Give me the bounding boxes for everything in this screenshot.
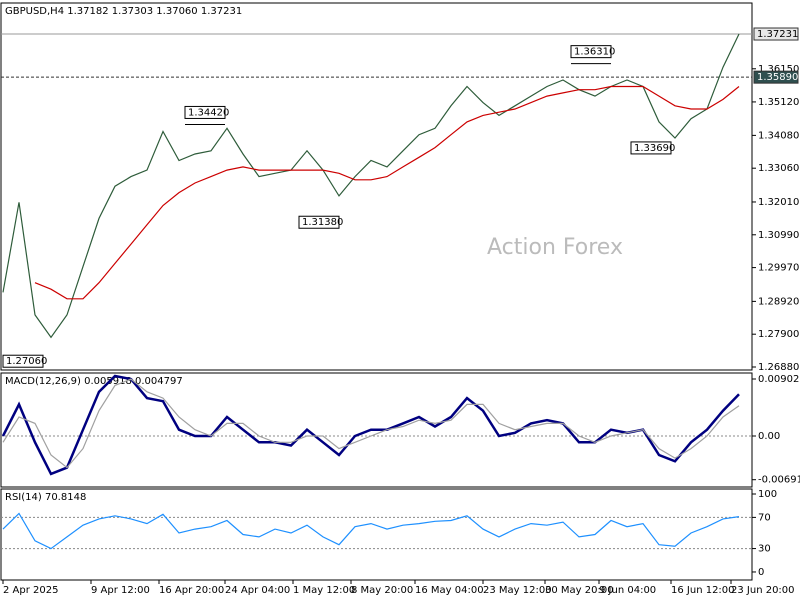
- price-box: [753, 70, 799, 84]
- price-box-label: 1.35890: [757, 72, 798, 83]
- panel-title: MACD(12,26,9) 0.005918 0.004797: [5, 376, 183, 387]
- x-tick-label: 16 Jun 12:00: [671, 585, 735, 596]
- annotation-box: [570, 45, 612, 59]
- x-tick-label: 16 Apr 20:00: [159, 585, 224, 596]
- x-tick-label: 9 Jun 04:00: [599, 585, 656, 596]
- series-line: [1, 374, 740, 476]
- x-tick-label: 23 May 12:00: [483, 585, 552, 596]
- y-tick-label: 1.27900: [758, 329, 799, 340]
- annotation-label: 1.33690: [634, 143, 675, 154]
- price-box-label: 1.37231: [757, 29, 798, 40]
- annotation-box: [184, 105, 226, 119]
- annotation-label: 1.31380: [302, 217, 343, 228]
- annotation-box: [630, 141, 672, 155]
- x-tick-label: 8 May 20:00: [351, 585, 413, 596]
- x-tick-label: 24 Apr 04:00: [225, 585, 290, 596]
- x-tick-label: 1 May 12:00: [293, 585, 355, 596]
- series-line: [2, 378, 740, 469]
- y-tick-label: 70: [758, 512, 771, 523]
- annotation-label: 1.36310: [574, 47, 615, 58]
- annotation-box: [2, 354, 44, 368]
- x-tick-label: 16 May 04:00: [415, 585, 484, 596]
- y-tick-label: 1.33060: [758, 163, 799, 174]
- y-tick-label: 0.00: [758, 431, 780, 442]
- rsi-panel: [0, 488, 753, 581]
- price-box: [753, 27, 799, 41]
- y-tick-label: 1.35120: [758, 97, 799, 108]
- price-panel: [0, 2, 753, 371]
- series-line: [2, 33, 740, 339]
- panel-title: RSI(14) 70.8148: [5, 492, 86, 503]
- y-tick-label: 0.00902: [758, 374, 799, 385]
- x-tick-label: 23 Jun 20:00: [731, 585, 795, 596]
- series-line: [34, 85, 740, 300]
- x-tick-label: 30 May 20:00: [545, 585, 614, 596]
- annotation-label: 1.34420: [188, 107, 229, 118]
- y-tick-label: 1.28920: [758, 296, 799, 307]
- y-tick-label: 1.34080: [758, 130, 799, 141]
- y-tick-label: 1.36150: [758, 64, 799, 75]
- series-line: [2, 512, 740, 550]
- y-tick-label: 0: [758, 567, 764, 578]
- annotation-label: 1.27060: [6, 356, 47, 367]
- y-tick-label: 1.29970: [758, 263, 799, 274]
- x-tick-label: 2 Apr 2025: [3, 585, 58, 596]
- macd-panel: [0, 372, 753, 488]
- panel-title: GBPUSD,H4 1.37182 1.37303 1.37060 1.3723…: [5, 6, 242, 17]
- y-tick-label: 100: [758, 489, 777, 500]
- x-tick-label: 9 Apr 12:00: [91, 585, 150, 596]
- y-tick-label: 1.30990: [758, 230, 799, 241]
- annotation-box: [298, 215, 340, 229]
- y-tick-label: 1.26880: [758, 362, 799, 373]
- y-tick-label: -0.006915: [758, 475, 800, 486]
- y-tick-label: 1.32010: [758, 197, 799, 208]
- watermark: Action Forex: [487, 235, 623, 260]
- y-tick-label: 30: [758, 544, 771, 555]
